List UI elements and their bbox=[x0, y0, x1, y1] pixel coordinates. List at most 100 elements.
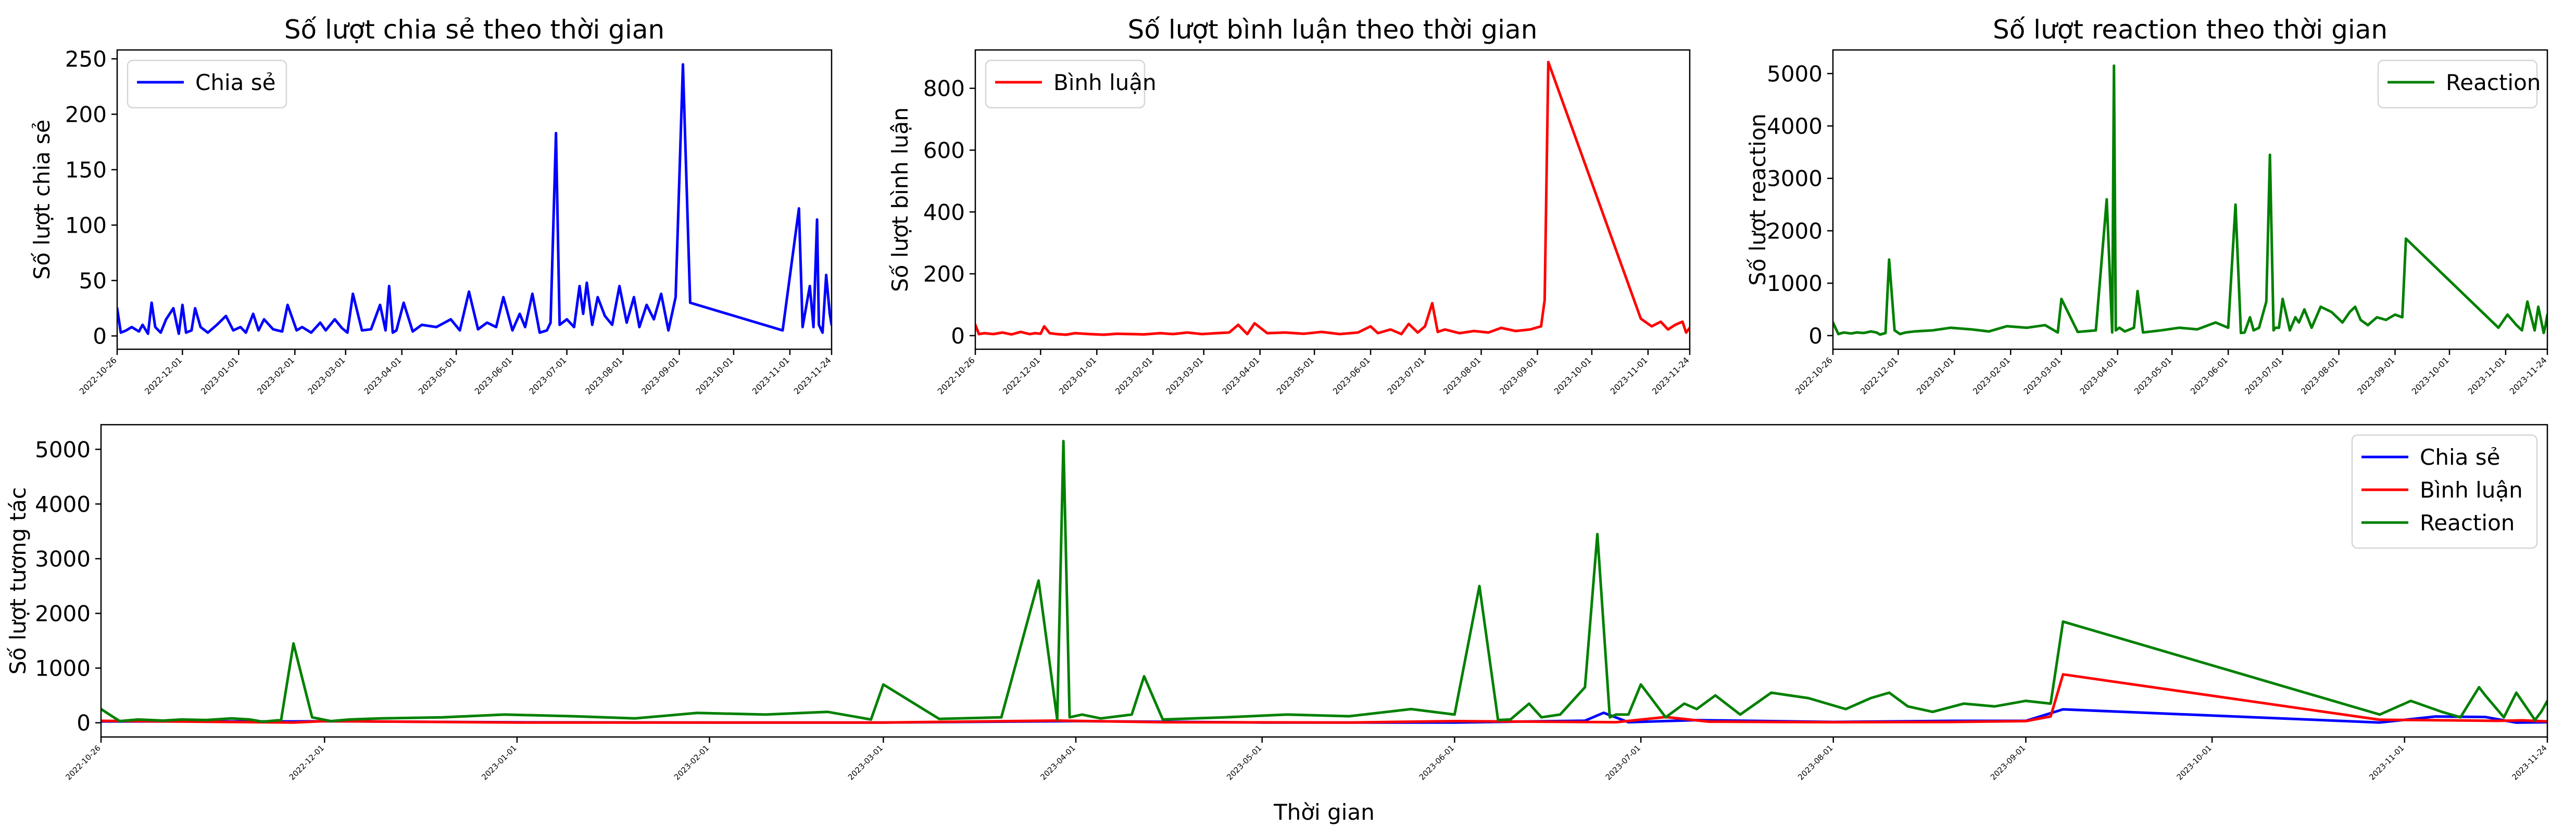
x-tick-label: 2023-04-01 bbox=[2078, 355, 2119, 396]
y-tick-label: 3000 bbox=[1767, 166, 1823, 192]
x-tick-label: 2023-01-01 bbox=[480, 743, 518, 782]
x-tick-label: 2023-02-01 bbox=[255, 355, 296, 396]
legend: Reaction bbox=[2377, 59, 2541, 109]
axes-frame bbox=[100, 424, 2548, 738]
y-axis-label: Số lượt tương tác bbox=[5, 487, 31, 675]
axes-frame bbox=[116, 49, 833, 350]
x-tick-label: 2023-09-01 bbox=[639, 355, 681, 396]
x-tick-label: 2023-11-24 bbox=[2508, 355, 2549, 396]
x-tick-label: 2023-06-01 bbox=[1417, 743, 1456, 782]
x-tick-label: 2023-09-01 bbox=[1989, 743, 2027, 782]
x-tick-label: 2023-10-01 bbox=[2175, 743, 2214, 782]
y-tick-label: 200 bbox=[65, 102, 107, 128]
x-tick-label: 2023-08-01 bbox=[1441, 355, 1482, 396]
legend-box bbox=[2377, 59, 2538, 109]
y-axis-label: Số lượt reaction bbox=[1745, 113, 1770, 286]
x-tick-label: 2023-07-01 bbox=[2243, 355, 2284, 396]
y-tick-label: 600 bbox=[923, 137, 965, 163]
legend: Bình luận bbox=[985, 59, 1157, 109]
x-tick-label: 2022-12-01 bbox=[143, 355, 184, 396]
x-tick-label: 2023-10-01 bbox=[2410, 355, 2451, 396]
y-tick-label: 5000 bbox=[35, 437, 91, 462]
x-tick-label: 2023-05-01 bbox=[2132, 355, 2173, 396]
x-tick-label: 2023-07-01 bbox=[1604, 743, 1642, 782]
y-tick-label: 200 bbox=[923, 261, 965, 287]
plot-lines bbox=[101, 440, 2547, 724]
x-tick-label: 2023-09-01 bbox=[1498, 355, 1539, 396]
x-tick-label: 2023-03-01 bbox=[846, 743, 885, 782]
x-tick-label: 2023-10-01 bbox=[1552, 355, 1593, 396]
chart-panel-4: 0 1000 2000 3000 4000 5000 2022-10-26 2022-12-0… bbox=[5, 424, 2549, 825]
plot-lines bbox=[1833, 64, 2547, 336]
legend: Chia sẻ bbox=[127, 59, 287, 109]
x-tick-label: 2023-11-01 bbox=[2367, 743, 2406, 782]
y-tick-label: 250 bbox=[65, 46, 107, 72]
chart-panel-2: 0 200 400 600 800 2022-10-26 2022-12-01 2023-01… bbox=[887, 15, 1691, 397]
x-tick-label: 2023-10-01 bbox=[694, 355, 735, 396]
legend-box bbox=[985, 59, 1146, 109]
x-tick-label: 2023-01-01 bbox=[199, 355, 240, 396]
x-tick-label: 2023-02-01 bbox=[1113, 355, 1154, 396]
legend-label: Bình luận bbox=[1053, 70, 1157, 95]
x-tick-label: 2023-02-01 bbox=[1971, 355, 2012, 396]
y-tick-label: 150 bbox=[65, 157, 107, 183]
x-tick-label: 2023-03-01 bbox=[1164, 355, 1205, 396]
x-tick-label: 2022-10-26 bbox=[936, 355, 977, 396]
series-line-reaction bbox=[101, 440, 2547, 723]
chart-title: Số lượt chia sẻ theo thời gian bbox=[284, 15, 664, 45]
y-tick-label: 4000 bbox=[35, 491, 91, 517]
axes-frame bbox=[974, 49, 1691, 350]
x-tick-label: 2023-05-01 bbox=[1275, 355, 1316, 396]
x-tick-label: 2023-11-01 bbox=[750, 355, 791, 396]
chart-panel-3: 0 1000 2000 3000 4000 5000 2022-10-26 2022-12-0… bbox=[1745, 15, 2549, 397]
legend-label: Reaction bbox=[2446, 70, 2541, 95]
x-tick-label: 2023-11-24 bbox=[1650, 355, 1691, 396]
x-tick-label: 2022-12-01 bbox=[287, 743, 326, 782]
x-tick-label: 2023-01-01 bbox=[1915, 355, 1956, 396]
y-axis-label: Số lượt bình luận bbox=[887, 107, 913, 292]
x-tick-label: 2022-10-26 bbox=[1793, 355, 1834, 396]
x-tick-label: 2023-04-01 bbox=[1220, 355, 1261, 396]
x-tick-label: 2023-02-01 bbox=[672, 743, 711, 782]
x-tick-label: 2023-06-01 bbox=[2189, 355, 2230, 396]
x-tick-label: 2023-03-01 bbox=[2021, 355, 2063, 396]
x-tick-label: 2023-08-01 bbox=[2299, 355, 2340, 396]
y-tick-label: 3000 bbox=[35, 546, 91, 571]
y-tick-label: 0 bbox=[1808, 323, 1823, 349]
y-tick-label: 1000 bbox=[35, 656, 91, 681]
x-tick-label: 2022-10-26 bbox=[78, 355, 119, 396]
chart-panel-1: 0 50 100 150 200 250 2022-10-26 2022-12-01 2023-… bbox=[29, 15, 833, 397]
x-tick-label: 2023-11-01 bbox=[1609, 355, 1650, 396]
y-tick-label: 2000 bbox=[1767, 218, 1823, 244]
x-tick-label: 2023-06-01 bbox=[1331, 355, 1372, 396]
y-tick-label: 100 bbox=[65, 212, 107, 238]
y-tick-label: 800 bbox=[923, 76, 965, 101]
x-tick-label: 2023-08-01 bbox=[583, 355, 624, 396]
legend-label: Reaction bbox=[2420, 510, 2515, 536]
y-tick-label: 0 bbox=[951, 323, 965, 349]
x-tick-label: 2022-10-26 bbox=[64, 743, 102, 782]
y-tick-label: 50 bbox=[79, 268, 107, 294]
legend-label: Bình luận bbox=[2420, 477, 2523, 503]
series-line-bình-luận bbox=[975, 60, 1690, 336]
chart-title: Số lượt bình luận theo thời gian bbox=[1128, 15, 1538, 45]
x-tick-label: 2023-03-01 bbox=[306, 355, 347, 396]
y-tick-label: 5000 bbox=[1767, 61, 1823, 86]
x-tick-label: 2023-07-01 bbox=[527, 355, 568, 396]
y-tick-label: 4000 bbox=[1767, 113, 1823, 139]
x-tick-label: 2023-08-01 bbox=[1796, 743, 1834, 782]
legend: Chia sẻ Bình luận Reaction bbox=[2351, 434, 2538, 549]
axes-frame bbox=[1832, 49, 2548, 350]
x-tick-label: 2023-04-01 bbox=[362, 355, 403, 396]
y-tick-label: 400 bbox=[923, 199, 965, 225]
x-tick-label: 2023-11-24 bbox=[2510, 743, 2548, 782]
y-tick-label: 1000 bbox=[1767, 271, 1823, 296]
y-axis-label: Số lượt chia sẻ bbox=[29, 120, 55, 280]
legend-box bbox=[2351, 434, 2538, 549]
x-tick-label: 2023-05-01 bbox=[1225, 743, 1263, 782]
x-tick-label: 2023-05-01 bbox=[417, 355, 458, 396]
x-tick-label: 2023-11-24 bbox=[792, 355, 833, 396]
chart-title: Số lượt reaction theo thời gian bbox=[1993, 15, 2387, 45]
series-line-reaction bbox=[1833, 64, 2547, 336]
